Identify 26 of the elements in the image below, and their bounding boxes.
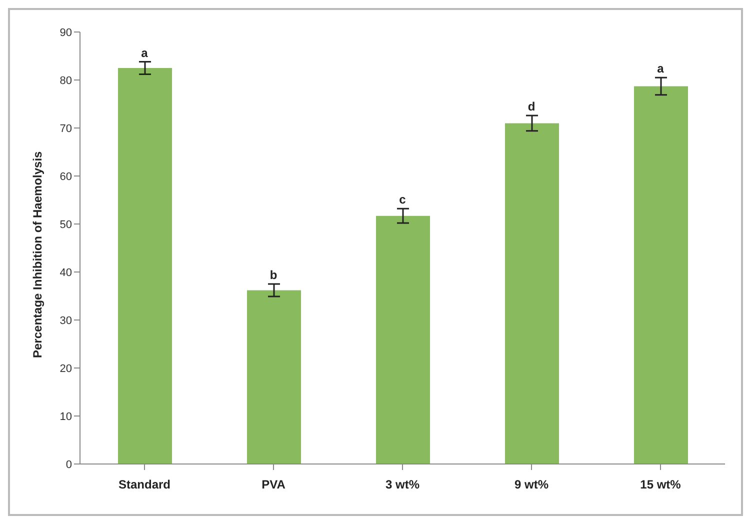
y-tick-label: 20 xyxy=(60,362,72,375)
y-axis-title: Percentage Inhibition of Haemolysis xyxy=(30,150,44,358)
y-tick-label: 80 xyxy=(60,74,72,87)
y-tick-label: 40 xyxy=(60,266,72,279)
bar xyxy=(505,123,559,464)
y-tick-label: 30 xyxy=(60,314,72,327)
y-tick-label: 10 xyxy=(60,410,72,423)
x-tick-label: Standard xyxy=(118,478,171,492)
y-tick-label: 70 xyxy=(60,122,72,135)
bar xyxy=(634,86,688,464)
y-tick-label: 60 xyxy=(60,170,72,183)
y-tick-label: 0 xyxy=(66,458,72,471)
bar xyxy=(118,68,172,464)
annotation: c xyxy=(399,192,406,207)
annotation: a xyxy=(657,62,664,76)
x-tick-label: PVA xyxy=(262,478,286,492)
y-tick-label: 90 xyxy=(60,26,72,39)
bar xyxy=(247,290,301,464)
annotation: d xyxy=(528,100,536,114)
x-tick-label: 9 wt% xyxy=(514,478,549,492)
x-tick-label: 15 wt% xyxy=(640,478,682,492)
annotation: b xyxy=(270,268,278,282)
bar xyxy=(376,216,430,464)
x-tick-label: 3 wt% xyxy=(385,478,420,492)
annotation: a xyxy=(141,46,148,60)
y-tick-label: 50 xyxy=(60,218,72,231)
